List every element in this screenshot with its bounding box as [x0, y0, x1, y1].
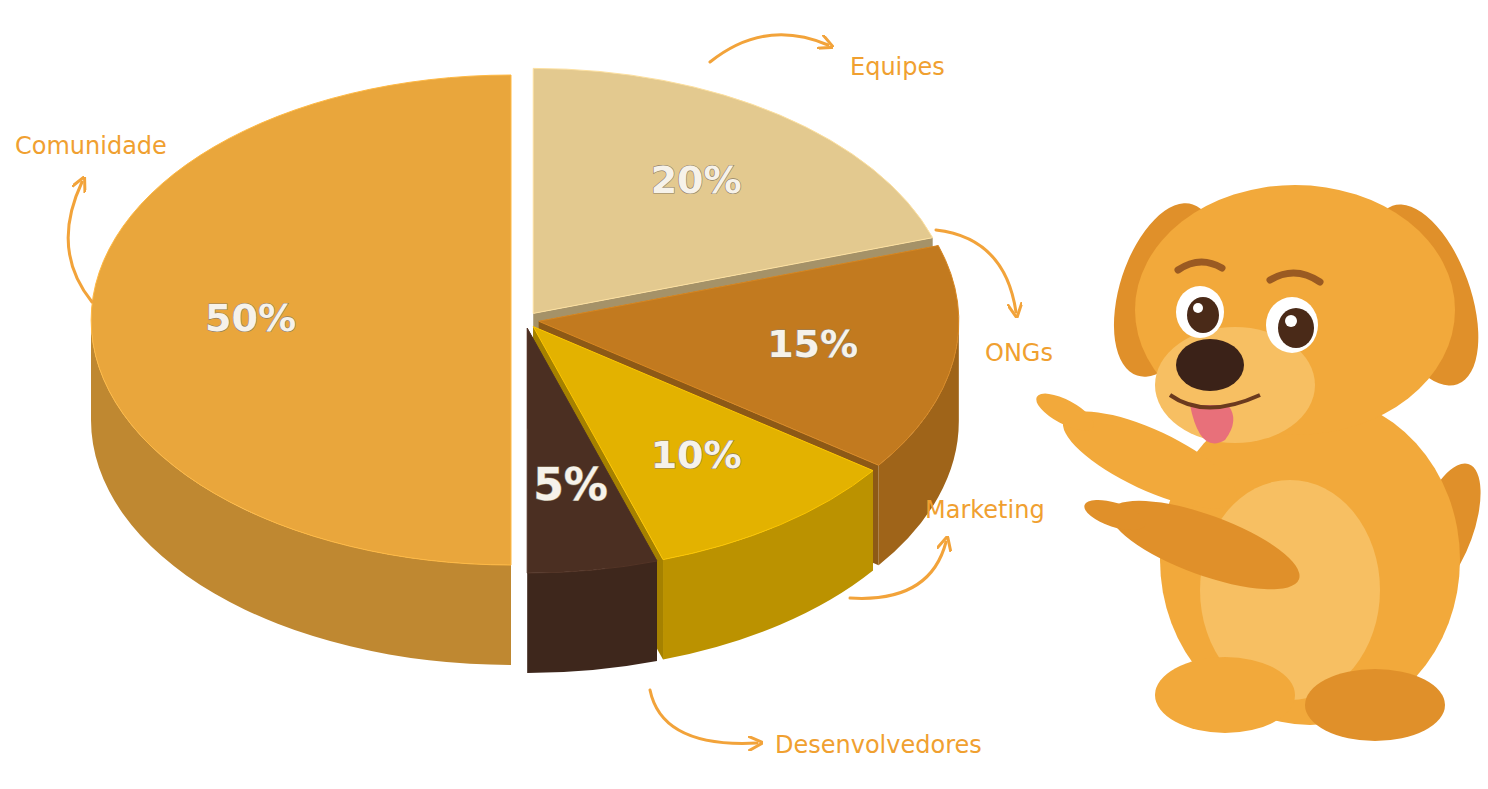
dog-iris: [1278, 308, 1314, 348]
pie-sides: [91, 68, 959, 673]
dog-iris: [1187, 297, 1219, 333]
data-label: 50%: [205, 296, 296, 340]
canvas: 20% 15% 10% 5% 50% Equipes ONGs Marketing Desenv…: [0, 0, 1488, 789]
dog-foot: [1155, 657, 1295, 733]
data-label: 15%: [767, 322, 858, 366]
dog-finger: [1031, 386, 1099, 437]
dog-eye: [1176, 286, 1224, 338]
label-arrow: [850, 542, 946, 598]
data-label: 5%: [533, 459, 608, 510]
category-label: Equipes: [850, 53, 945, 81]
dog-eye-shine: [1285, 315, 1297, 327]
dog-nose: [1176, 339, 1244, 391]
label-arrow: [710, 35, 828, 62]
label-arrow: [68, 182, 92, 302]
category-label: Comunidade: [15, 132, 167, 160]
slice-wall: [527, 561, 657, 673]
dog-foot: [1305, 669, 1445, 741]
pie-labels: 20% 15% 10% 5% 50%: [205, 158, 858, 510]
dog-eye: [1266, 297, 1318, 353]
data-label: 20%: [651, 158, 742, 202]
dog-eyebrows: [1178, 262, 1320, 282]
dog-tongue: [1190, 405, 1233, 443]
dog-eye-shine: [1193, 303, 1203, 313]
category-label: Marketing: [925, 496, 1045, 524]
dog-mouth: [1170, 395, 1260, 408]
dog-finger: [1081, 494, 1149, 537]
label-arrow: [936, 230, 1016, 312]
pie-slice: [527, 328, 657, 573]
category-label: ONGs: [985, 339, 1053, 367]
category-labels: Equipes ONGs Marketing Desenvolvedores Comun…: [15, 35, 1053, 759]
pie-tops: [91, 68, 959, 573]
category-label: Desenvolvedores: [775, 731, 982, 759]
dog-arm: [1101, 483, 1309, 608]
dog-illustration: [1031, 185, 1488, 741]
data-label: 10%: [651, 433, 742, 477]
label-arrow: [650, 690, 757, 743]
